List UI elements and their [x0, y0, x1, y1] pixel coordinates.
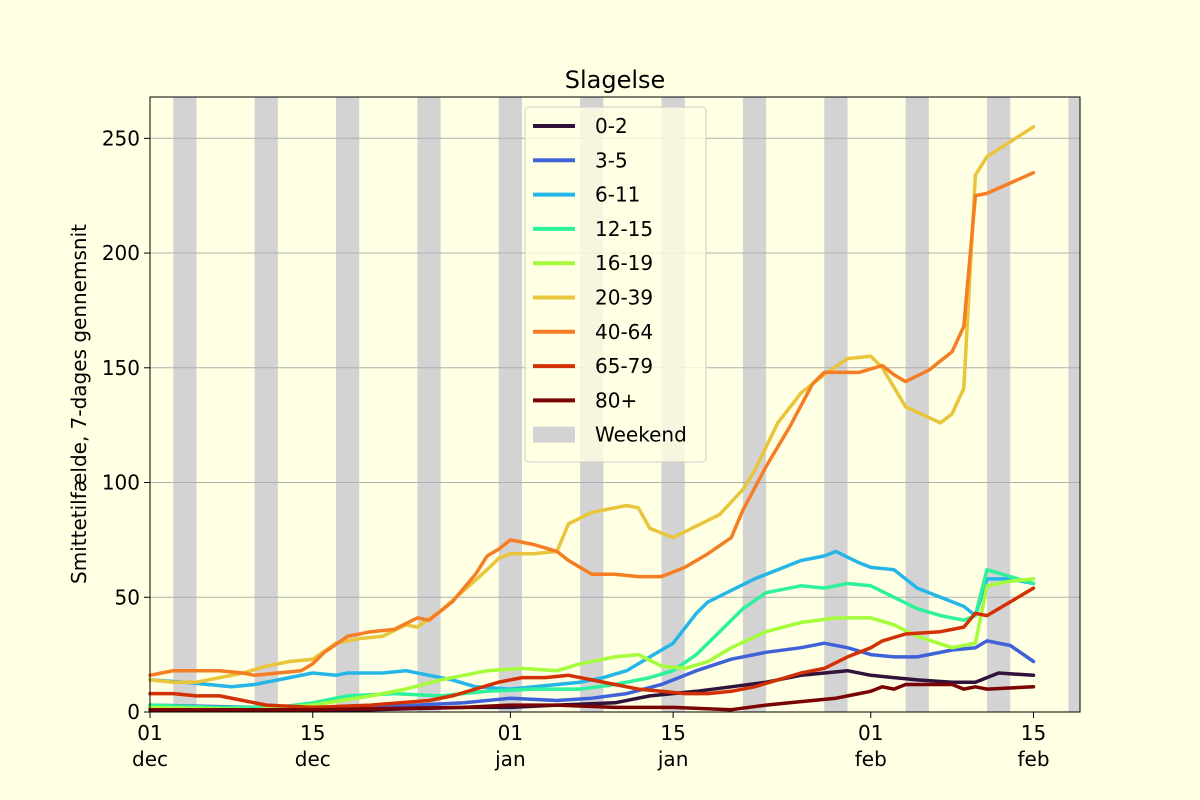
x-tick-label-4: 01 feb [855, 721, 887, 771]
legend-label-20-39: 20-39 [595, 286, 653, 310]
y-tick-label-50: 50 [115, 585, 140, 609]
series-line-3-5 [148, 639, 1036, 710]
weekend-band-10 [987, 97, 1011, 712]
weekend-band-0 [173, 97, 197, 712]
x-tick-label-1: 15 dec [295, 721, 331, 771]
legend-label-3-5: 3-5 [595, 148, 628, 172]
series-line-65-79 [148, 586, 1036, 710]
series-line-80+ [148, 682, 1036, 712]
legend-label-65-79: 65-79 [595, 354, 653, 378]
weekend-band-7 [742, 97, 767, 712]
series-line-40-64 [148, 170, 1036, 678]
legend-label-80+: 80+ [595, 388, 637, 412]
weekend-band-4 [498, 97, 522, 712]
axes: 0 50 100 150 200 250 01 dec 15 dec 01 jan 15 jan 01 feb… [102, 126, 1050, 771]
plot-frame [149, 96, 1081, 713]
weekend-band-2 [336, 97, 360, 712]
weekend-band-1 [254, 97, 278, 712]
legend-label-16-19: 16-19 [595, 251, 653, 275]
legend-label-40-64: 40-64 [595, 320, 653, 344]
legend-label-12-15: 12-15 [595, 217, 653, 241]
series-lines [148, 125, 1036, 712]
y-tick-label-150: 150 [102, 356, 140, 380]
x-tick-label-5: 15 feb [1017, 721, 1049, 771]
series-line-16-19 [148, 577, 1036, 712]
y-tick-label-200: 200 [102, 241, 140, 265]
legend-label-Weekend: Weekend [595, 423, 687, 447]
y-tick-label-0: 0 [127, 700, 140, 724]
legend: 0-2 3-5 6-11 12-15 16-19 20-39 40-64 65-79 80+ We… [524, 106, 707, 463]
y-tick-label-250: 250 [102, 126, 140, 150]
weekend-band-8 [824, 97, 848, 712]
chart-title: Slagelse [565, 66, 666, 94]
legend-label-0-2: 0-2 [595, 114, 628, 138]
legend-swatch-weekend [533, 426, 575, 443]
weekend-band-11 [1068, 97, 1080, 712]
y-tick-label-100: 100 [102, 471, 140, 495]
x-tick-label-0: 01 dec [132, 721, 168, 771]
x-tick-label-2: 01 jan [494, 721, 526, 771]
series-line-6-11 [148, 549, 1036, 691]
legend-label-6-11: 6-11 [595, 183, 640, 207]
weekend-band-3 [417, 97, 441, 712]
weekend-band-9 [905, 97, 929, 712]
y-axis-label: Smittetilfælde, 7-dages gennemsnit [67, 224, 91, 584]
x-tick-label-3: 15 jan [657, 721, 689, 771]
